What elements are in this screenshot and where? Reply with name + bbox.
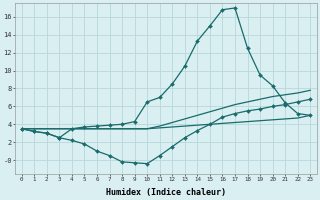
X-axis label: Humidex (Indice chaleur): Humidex (Indice chaleur) (106, 188, 226, 197)
